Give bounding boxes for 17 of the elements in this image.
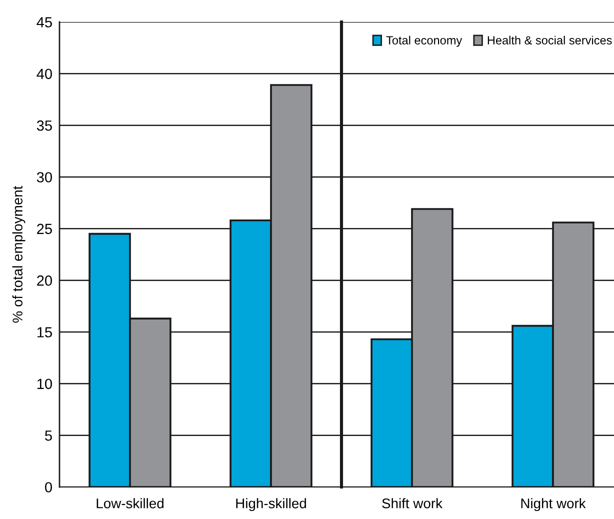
y-tick-label: 40 bbox=[36, 68, 52, 80]
x-tick-label: Shift work bbox=[382, 498, 443, 508]
y-tick-label: 5 bbox=[45, 430, 52, 441]
y-tick-label: 30 bbox=[36, 172, 52, 182]
y-tick-label: 35 bbox=[36, 120, 52, 131]
y-axis-title: % of total employment bbox=[12, 186, 26, 323]
y-tick-label: 10 bbox=[37, 378, 52, 390]
y-tick-label: 0 bbox=[45, 482, 52, 492]
y-tick-label: 25 bbox=[37, 224, 52, 234]
y-tick-label: 20 bbox=[37, 275, 52, 286]
x-tick-label: High-skilled bbox=[236, 498, 306, 512]
legend-label: Total economy bbox=[386, 36, 462, 47]
legend-label: Health & social services bbox=[488, 36, 612, 44]
x-tick-label: Night work bbox=[521, 498, 586, 512]
y-tick-label: 15 bbox=[37, 327, 52, 338]
x-tick-label: Low-skilled bbox=[96, 498, 164, 508]
y-tick-label: 45 bbox=[36, 17, 52, 28]
